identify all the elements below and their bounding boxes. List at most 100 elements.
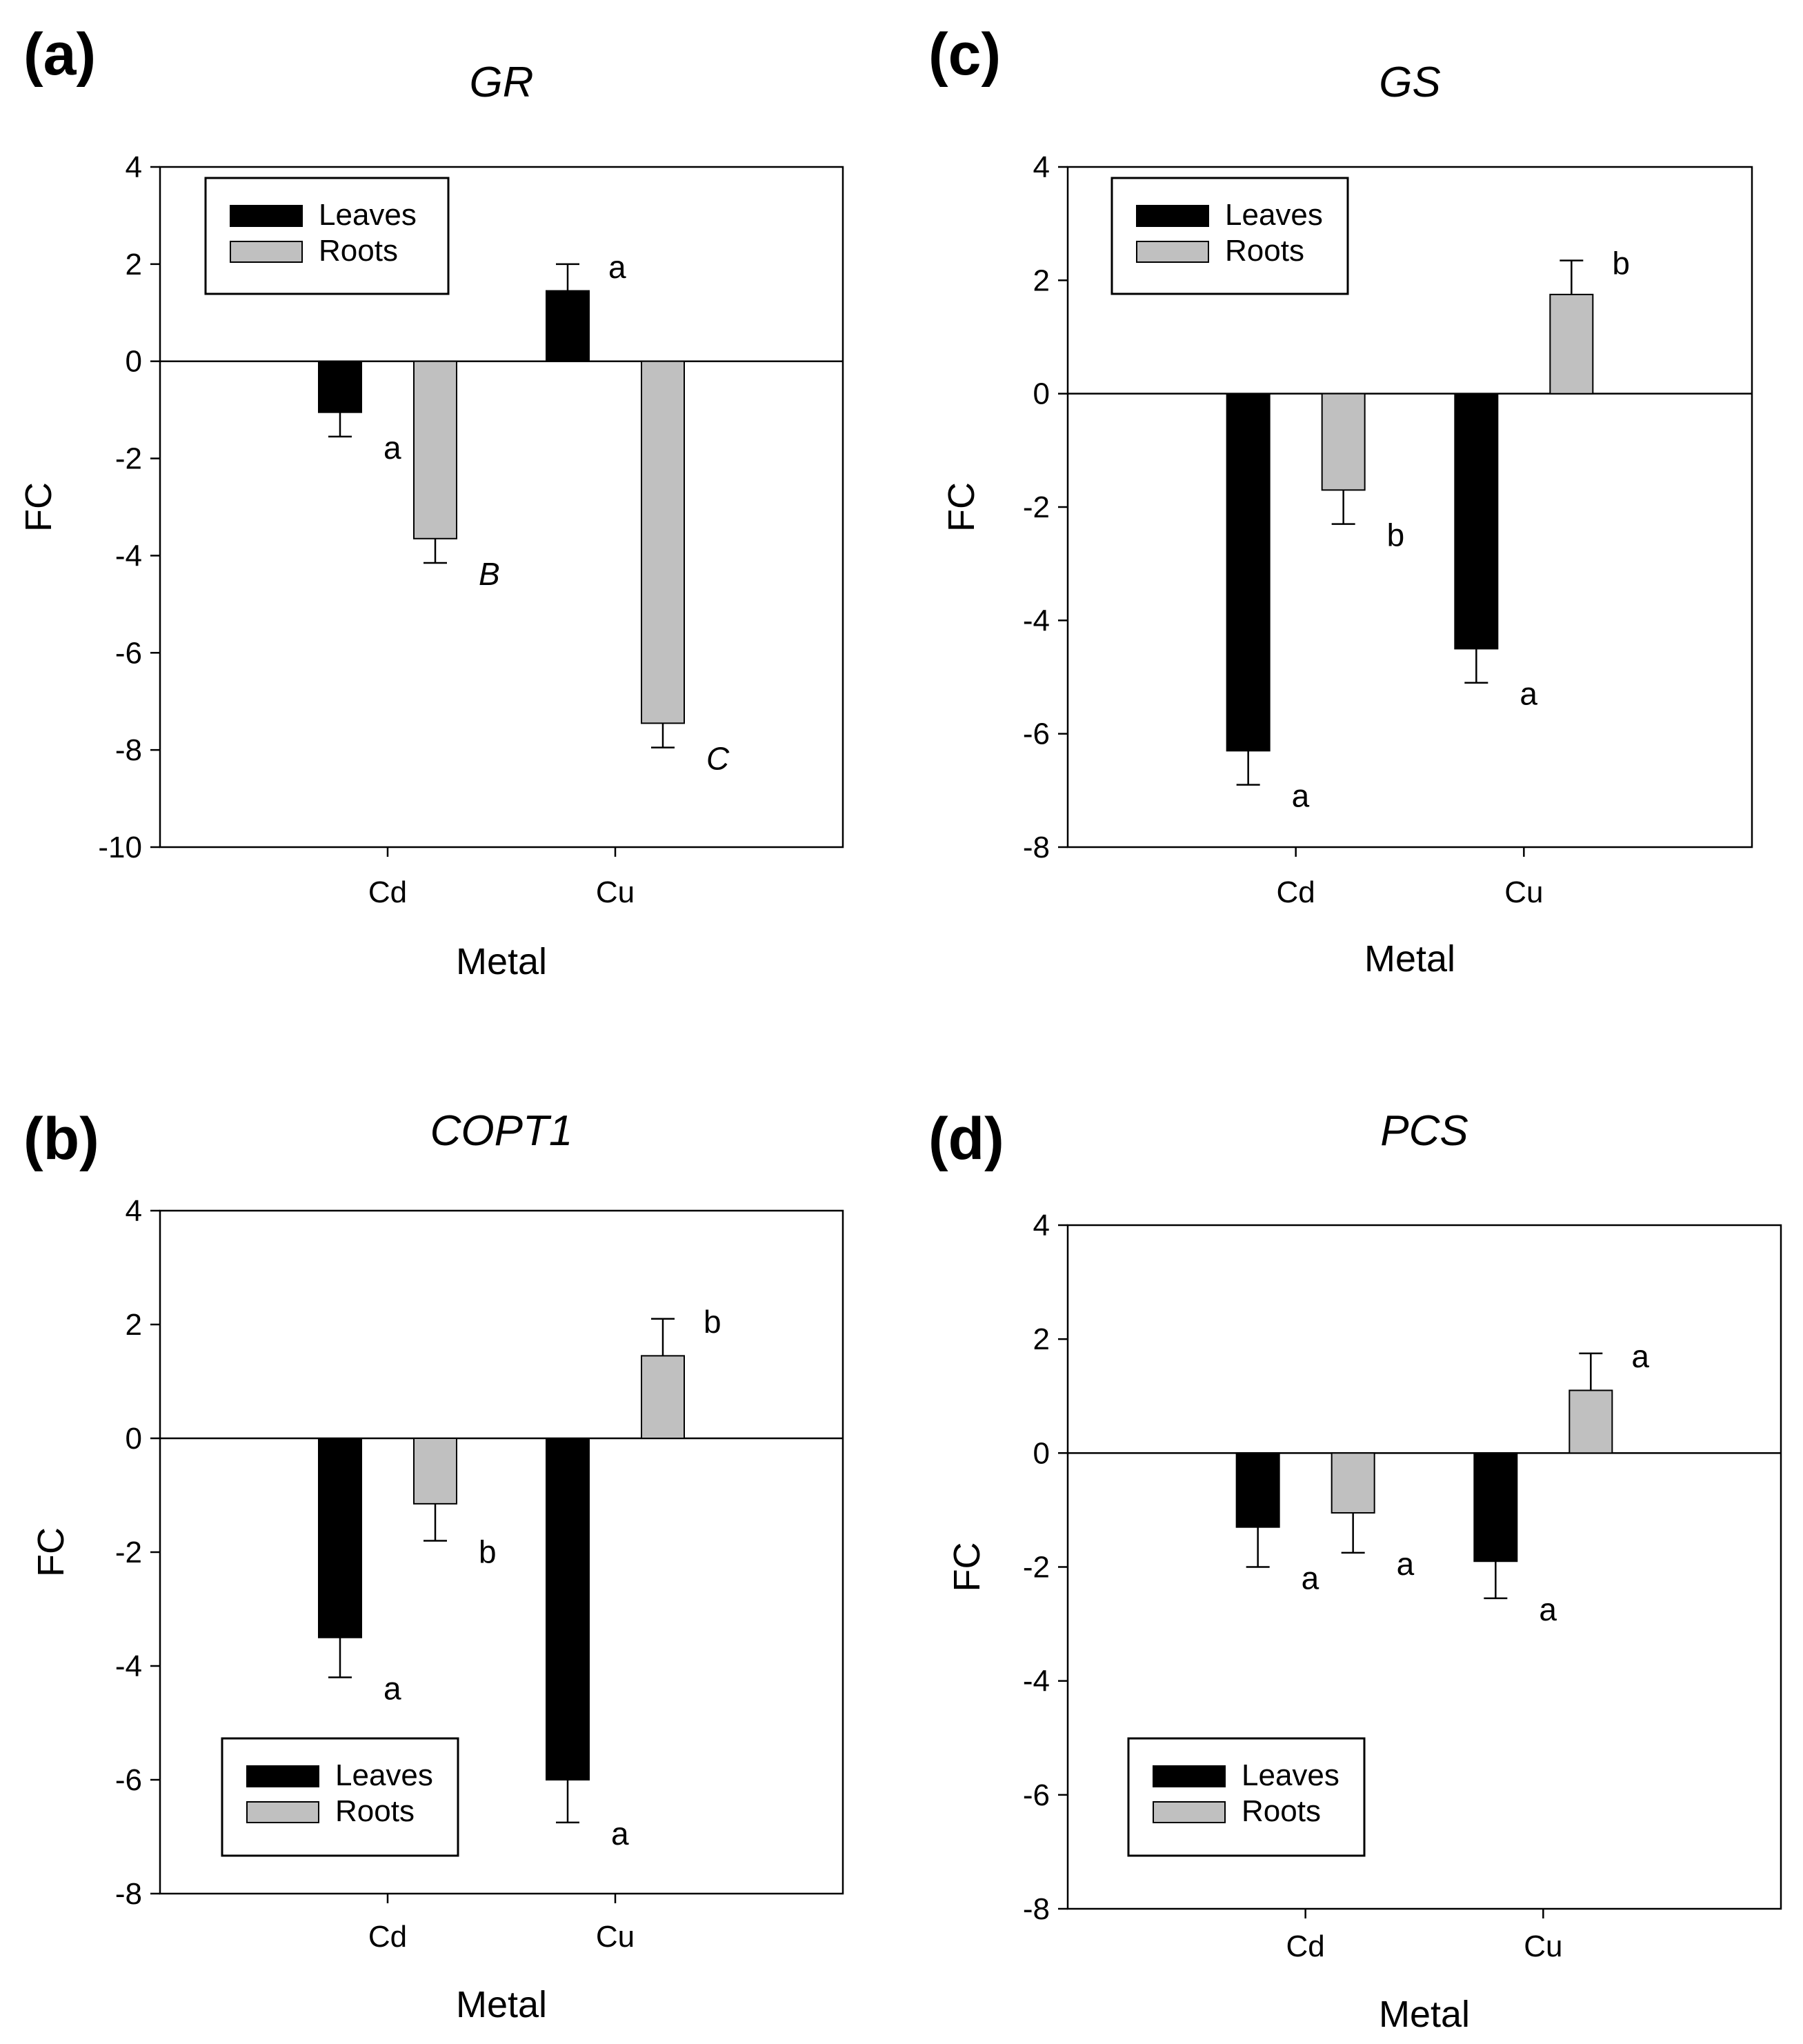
chart-title: GS bbox=[1379, 59, 1441, 106]
y-tick-label: -8 bbox=[115, 1877, 142, 1911]
panel-letter: (b) bbox=[23, 1106, 99, 1172]
bar-leaves-cd bbox=[318, 360, 362, 413]
legend-label-roots: Roots bbox=[335, 1794, 415, 1828]
y-tick-label: 0 bbox=[1033, 1436, 1050, 1470]
y-tick-label: -6 bbox=[1023, 717, 1050, 751]
bar-leaves-cd bbox=[1226, 393, 1271, 752]
legend-swatch-leaves bbox=[246, 1765, 319, 1787]
chart-title: GR bbox=[470, 59, 534, 106]
y-tick-label: -8 bbox=[1023, 831, 1050, 864]
legend-label-leaves: Leaves bbox=[1242, 1758, 1339, 1792]
legend-label-roots: Roots bbox=[319, 234, 398, 268]
x-category-label: Cu bbox=[1524, 1929, 1562, 1963]
x-category-label: Cd bbox=[1277, 875, 1315, 909]
x-axis-title: Metal bbox=[456, 1984, 547, 2025]
legend-box bbox=[1127, 1737, 1366, 1857]
bar-leaves-cd bbox=[1235, 1452, 1280, 1528]
y-tick-label: 0 bbox=[126, 345, 142, 379]
significance-label: a bbox=[1302, 1560, 1319, 1596]
x-category-label: Cd bbox=[1286, 1929, 1325, 1963]
significance-label: a bbox=[1292, 778, 1310, 814]
bar-roots-cd bbox=[1321, 393, 1366, 491]
significance-label: a bbox=[383, 430, 401, 466]
legend-box bbox=[204, 177, 450, 295]
y-tick-label: 4 bbox=[126, 150, 142, 184]
panel-c: (c) GS 4 2 0 -2 -4 -6 -8 Cd Cu FC Metal a a b b LeavesRoo… bbox=[928, 21, 1753, 980]
panel-b: (b) COPT1 4 2 0 -2 -4 -6 -8 Cd Cu FC Metal a a b b Leaves… bbox=[23, 1106, 844, 2025]
y-tick-label: -6 bbox=[115, 1763, 142, 1797]
y-axis-title: FC bbox=[18, 482, 59, 532]
significance-label: a bbox=[1631, 1338, 1649, 1374]
significance-label: a bbox=[1539, 1591, 1557, 1627]
y-tick-label: -8 bbox=[115, 733, 142, 767]
bar-roots-cu bbox=[641, 360, 685, 724]
y-tick-label: -2 bbox=[1023, 490, 1050, 524]
legend-label-leaves: Leaves bbox=[335, 1758, 433, 1792]
y-tick-label: -2 bbox=[115, 1536, 142, 1569]
y-tick-label: 2 bbox=[1033, 1322, 1050, 1356]
legend-swatch-roots bbox=[1136, 241, 1209, 263]
y-tick-label: -6 bbox=[115, 636, 142, 670]
significance-label: a bbox=[1520, 676, 1537, 712]
y-tick-label: -4 bbox=[115, 539, 142, 573]
x-category-label: Cu bbox=[596, 1920, 635, 1954]
y-tick-label: -4 bbox=[115, 1649, 142, 1683]
significance-label: a bbox=[611, 1816, 629, 1852]
x-category-label: Cd bbox=[368, 875, 407, 909]
bar-leaves-cd bbox=[318, 1438, 362, 1638]
y-tick-label: 2 bbox=[126, 1308, 142, 1342]
x-axis-title: Metal bbox=[1379, 1994, 1470, 2035]
panel-d: (d) PCS 4 2 0 -2 -4 -6 -8 Cd Cu FC Metal a a a a LeavesRo… bbox=[928, 1106, 1782, 2035]
y-tick-label: -2 bbox=[1023, 1551, 1050, 1585]
legend-label-roots: Roots bbox=[1242, 1794, 1321, 1828]
panel-letter: (d) bbox=[928, 1106, 1004, 1172]
y-tick-label: -6 bbox=[1023, 1778, 1050, 1812]
significance-label: a bbox=[1397, 1546, 1415, 1582]
x-axis-title: Metal bbox=[1364, 938, 1455, 980]
bar-roots-cu bbox=[641, 1355, 685, 1439]
legend-swatch-leaves bbox=[1153, 1765, 1226, 1787]
chart-title: COPT1 bbox=[430, 1107, 573, 1155]
y-tick-label: -8 bbox=[1023, 1892, 1050, 1926]
panel-letter: (a) bbox=[23, 21, 96, 88]
x-category-label: Cd bbox=[368, 1920, 407, 1954]
legend-swatch-roots bbox=[230, 241, 303, 263]
significance-label: a bbox=[608, 249, 626, 285]
legend-box bbox=[221, 1737, 459, 1857]
y-tick-label: 0 bbox=[126, 1422, 142, 1456]
legend-box bbox=[1110, 177, 1349, 295]
x-category-label: Cu bbox=[596, 875, 635, 909]
y-tick-label: 2 bbox=[1033, 264, 1050, 297]
bar-leaves-cu bbox=[546, 1438, 590, 1780]
y-tick-label: 0 bbox=[1033, 377, 1050, 411]
bar-leaves-cu bbox=[546, 290, 590, 362]
y-tick-label: 4 bbox=[1033, 1209, 1050, 1242]
legend-label-roots: Roots bbox=[1225, 234, 1304, 268]
y-tick-label: -4 bbox=[1023, 1665, 1050, 1698]
y-axis-title: FC bbox=[946, 1542, 988, 1592]
plot-frame bbox=[159, 166, 844, 849]
significance-label: a bbox=[383, 1671, 401, 1707]
bar-leaves-cu bbox=[1473, 1452, 1518, 1562]
significance-label: b bbox=[479, 1534, 497, 1570]
legend-swatch-roots bbox=[246, 1801, 319, 1823]
bar-roots-cu bbox=[1568, 1389, 1613, 1454]
y-tick-label: 4 bbox=[126, 1194, 142, 1228]
bar-roots-cu bbox=[1549, 293, 1594, 395]
significance-label: b bbox=[1387, 517, 1405, 553]
y-axis-title: FC bbox=[941, 482, 982, 532]
legend-swatch-leaves bbox=[230, 205, 303, 227]
bar-roots-cd bbox=[1331, 1452, 1375, 1514]
panel-letter: (c) bbox=[928, 21, 1001, 88]
significance-label: b bbox=[1612, 246, 1630, 281]
y-axis-title: FC bbox=[30, 1527, 72, 1577]
y-tick-label: -2 bbox=[115, 442, 142, 476]
legend-label-leaves: Leaves bbox=[319, 198, 417, 232]
significance-label: C bbox=[706, 741, 730, 777]
bar-roots-cd bbox=[413, 360, 457, 539]
